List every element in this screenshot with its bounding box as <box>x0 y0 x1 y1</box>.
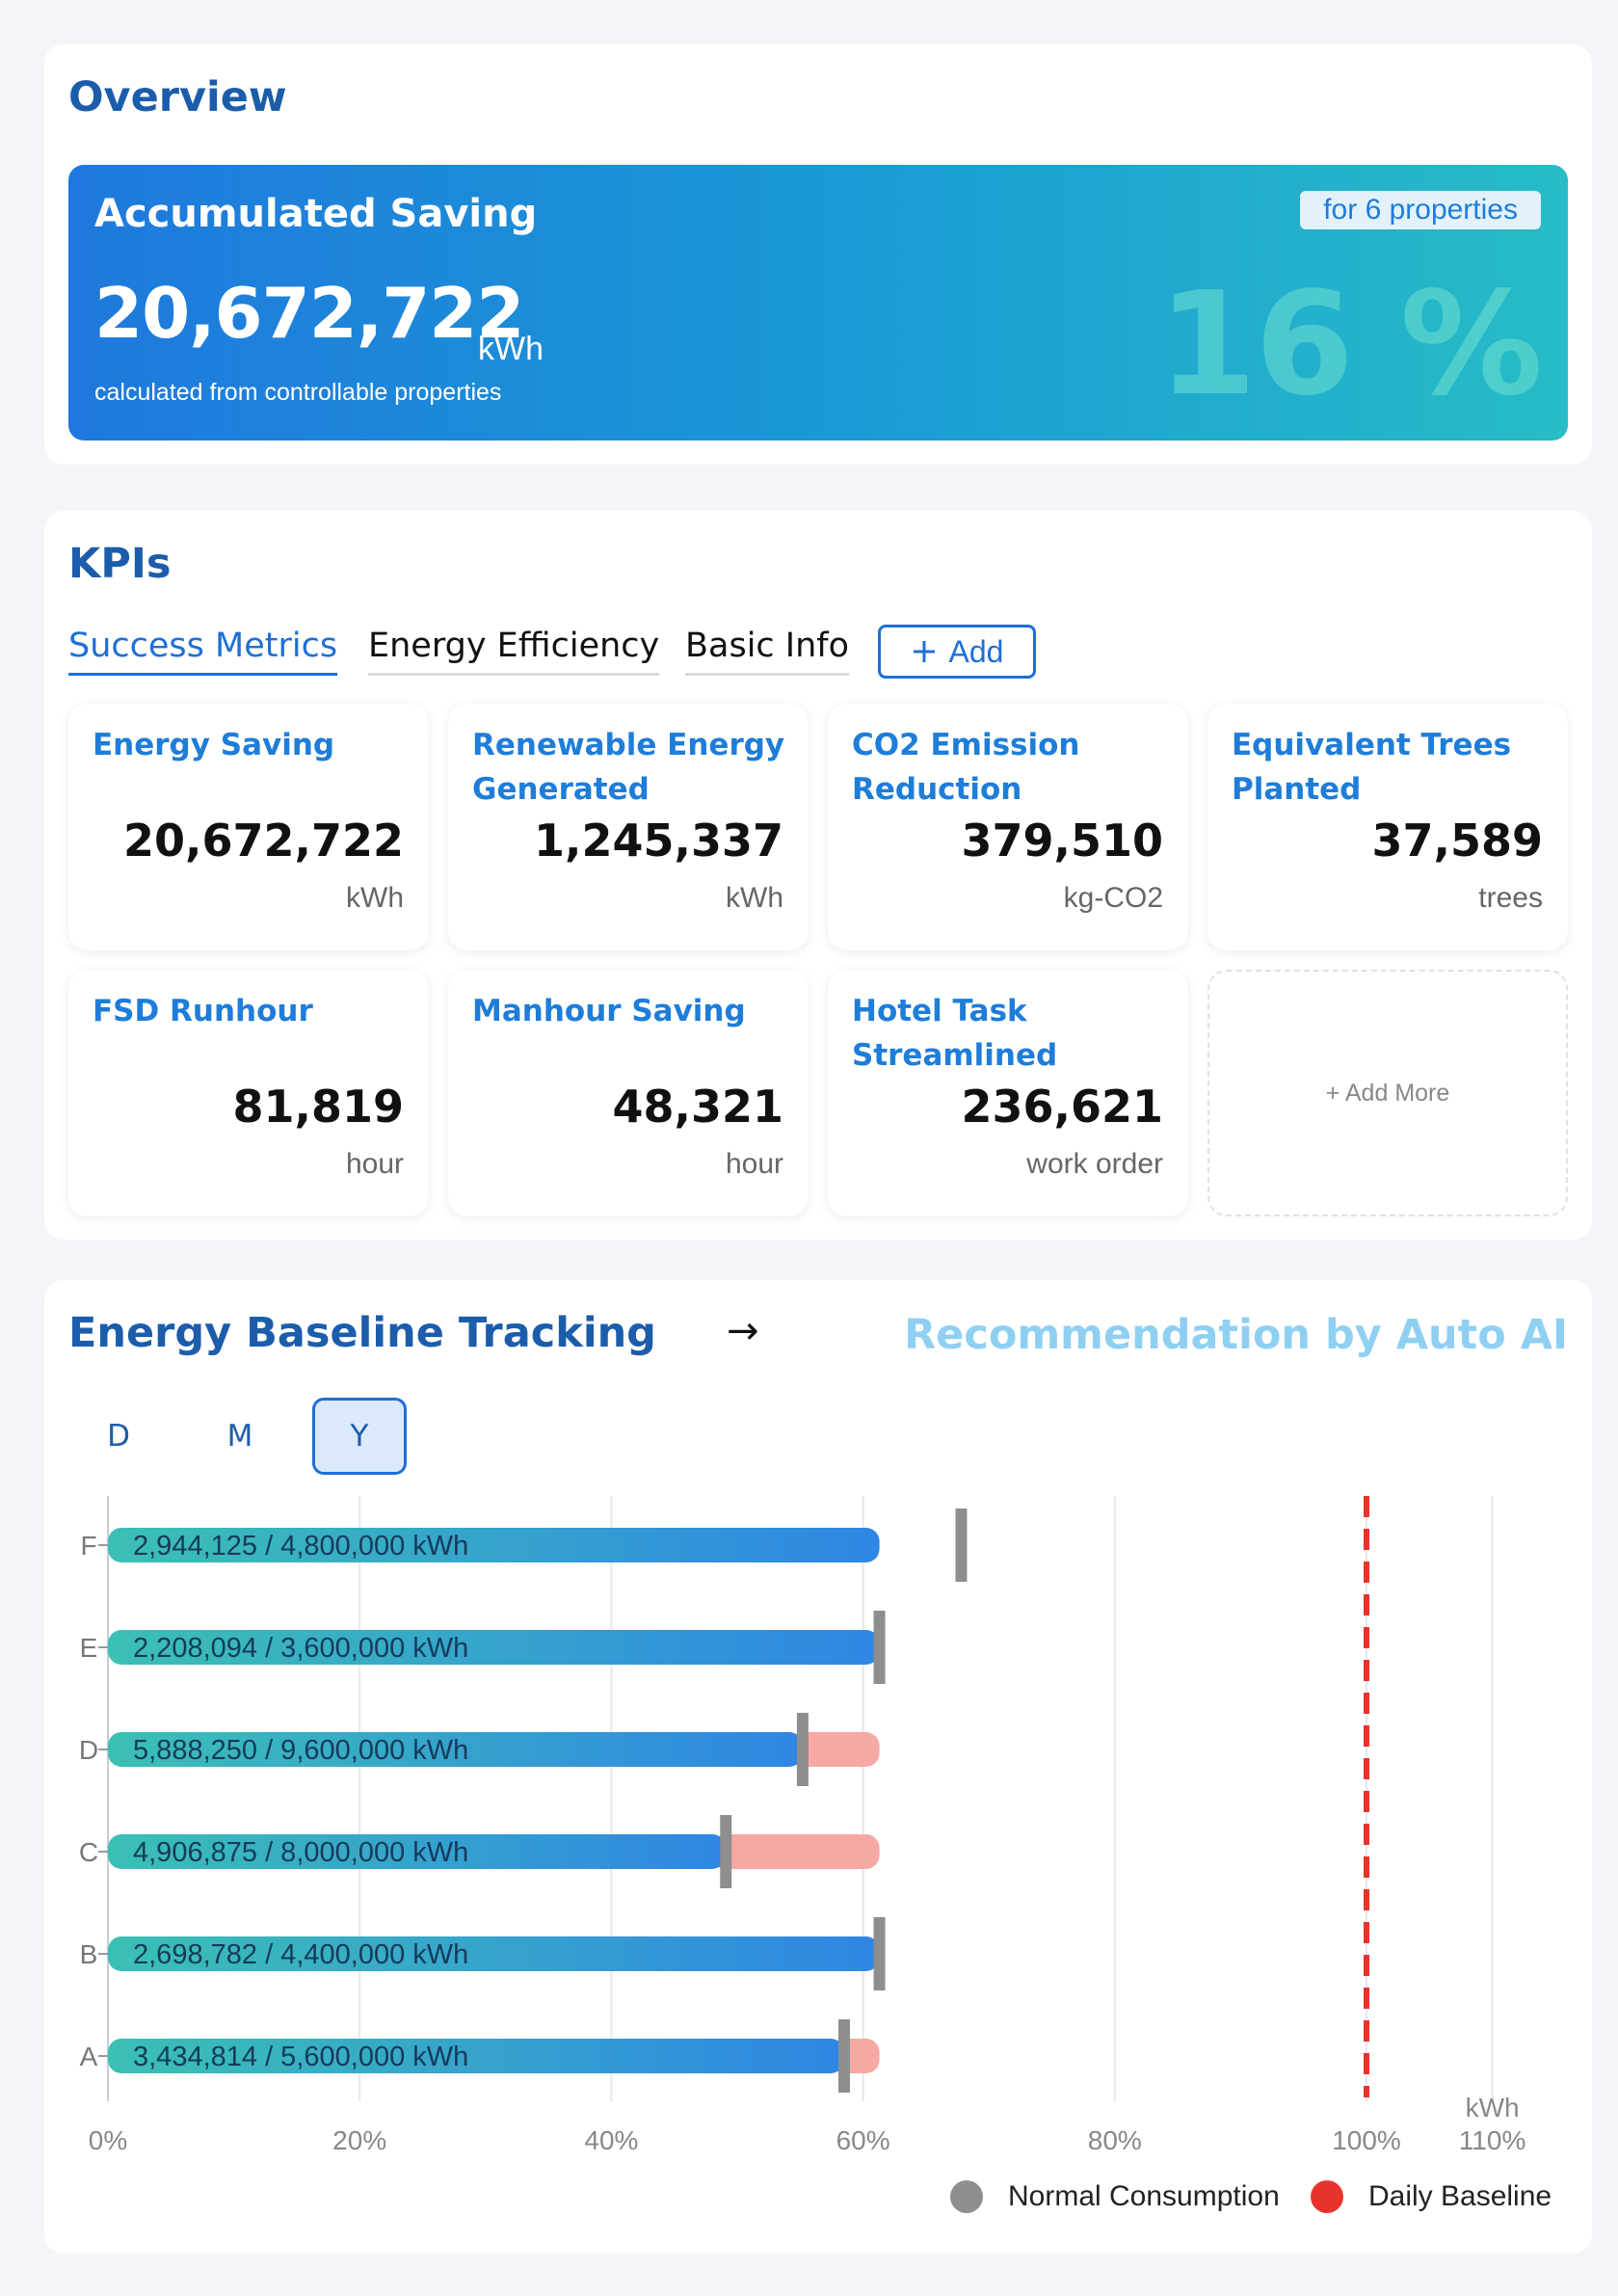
properties-badge: for 6 properties <box>1300 191 1541 229</box>
bar-label: 2,208,094 / 3,600,000 kWh <box>133 1633 468 1664</box>
bar-remainder <box>712 1834 880 1869</box>
bar-consumption <box>108 1936 880 1971</box>
normal-consumption-marker <box>955 1508 968 1582</box>
kpi-unit: kWh <box>346 882 404 914</box>
kpi-unit: kWh <box>726 882 783 914</box>
category-label: B <box>80 1939 98 1969</box>
legend-label: Daily Baseline <box>1368 2180 1552 2212</box>
kpi-value: 379,510 <box>961 814 1163 867</box>
x-tick-label: 0% <box>89 2125 127 2155</box>
tab-energy-efficiency[interactable]: Energy Efficiency <box>368 627 660 676</box>
kpi-value: 37,589 <box>1371 814 1543 867</box>
kpi-label: CO2 Emission Reduction <box>852 728 1080 807</box>
legend-normal-consumption: Normal Consumption <box>950 2180 1280 2213</box>
legend-daily-baseline: Daily Baseline <box>1311 2180 1552 2213</box>
add-tab-label: Add <box>948 633 1004 669</box>
add-tab-button[interactable]: Add <box>878 625 1036 679</box>
banner-title: Accumulated Saving <box>94 192 538 236</box>
banner-subtitle: calculated from controllable properties <box>94 379 502 406</box>
banner-value: 20,672,722 <box>94 273 524 354</box>
kpi-value: 81,819 <box>232 1081 404 1133</box>
x-axis-unit-label: kWh <box>1466 2093 1520 2122</box>
bar-label: 2,944,125 / 4,800,000 kWh <box>133 1531 468 1562</box>
bar-consumption <box>108 2039 845 2073</box>
add-more-label: + Add More <box>1325 1079 1450 1107</box>
kpi-hotel-task[interactable]: Hotel Task Streamlined 236,621 work orde… <box>828 970 1188 1216</box>
kpi-label: Hotel Task Streamlined <box>852 994 1058 1073</box>
saving-percent: 16 % <box>1157 261 1543 427</box>
kpis-card: KPIs Success Metrics Energy Efficiency B… <box>44 511 1592 1240</box>
bar-label: 5,888,250 / 9,600,000 kWh <box>133 1735 468 1766</box>
period-month-button[interactable]: M <box>226 1419 253 1454</box>
category-label: E <box>80 1633 98 1663</box>
normal-consumption-marker <box>838 2019 851 2093</box>
x-tick-label: 110% <box>1459 2125 1526 2155</box>
legend-label: Normal Consumption <box>1008 2180 1280 2212</box>
overview-card: Overview Accumulated Saving 20,672,722 k… <box>44 44 1592 465</box>
kpi-value: 1,245,337 <box>534 814 783 867</box>
category-label: F <box>80 1531 96 1561</box>
arrow-right-icon[interactable]: → <box>727 1309 759 1353</box>
bar-label: 2,698,782 / 4,400,000 kWh <box>133 1939 468 1970</box>
kpi-value: 20,672,722 <box>122 814 404 867</box>
kpi-unit: work order <box>1026 1148 1163 1180</box>
bar-consumption <box>108 1732 803 1767</box>
kpi-unit: kg-CO2 <box>1063 882 1163 914</box>
baseline-title: Energy Baseline Tracking <box>68 1309 656 1357</box>
kpi-unit: hour <box>725 1148 783 1180</box>
bar-consumption <box>108 1630 880 1665</box>
normal-consumption-marker <box>720 1815 732 1888</box>
bar-label: 4,906,875 / 8,000,000 kWh <box>133 1837 468 1868</box>
kpi-renewable-energy[interactable]: Renewable Energy Generated 1,245,337 kWh <box>448 704 809 950</box>
x-tick-label: 20% <box>332 2125 386 2155</box>
bar-label: 3,434,814 / 5,600,000 kWh <box>133 2042 468 2072</box>
kpis-title: KPIs <box>68 540 172 588</box>
category-label: A <box>80 2042 98 2071</box>
kpi-co2-reduction[interactable]: CO2 Emission Reduction 379,510 kg-CO2 <box>828 704 1188 950</box>
kpi-label: FSD Runhour <box>93 994 313 1028</box>
kpi-trees-planted[interactable]: Equivalent Trees Planted 37,589 trees <box>1207 704 1568 950</box>
tab-basic-info[interactable]: Basic Info <box>685 627 850 676</box>
kpi-value: 48,321 <box>612 1081 783 1133</box>
accumulated-saving-banner: Accumulated Saving 20,672,722 kWh calcul… <box>68 165 1568 441</box>
category-label: C <box>79 1837 98 1867</box>
banner-unit: kWh <box>478 331 544 367</box>
period-year-button[interactable]: Y <box>312 1398 407 1475</box>
normal-consumption-marker <box>796 1713 809 1786</box>
kpi-fsd-runhour[interactable]: FSD Runhour 81,819 hour <box>68 970 429 1216</box>
tab-success-metrics[interactable]: Success Metrics <box>68 627 338 676</box>
bar-consumption <box>108 1834 727 1869</box>
normal-consumption-marker <box>873 1917 886 1990</box>
kpi-label: Equivalent Trees Planted <box>1232 728 1512 807</box>
kpi-manhour-saving[interactable]: Manhour Saving 48,321 hour <box>448 970 809 1216</box>
category-label: D <box>79 1735 98 1765</box>
bar-consumption <box>108 1528 880 1562</box>
period-day-button[interactable]: D <box>107 1419 130 1454</box>
bar-remainder <box>788 1732 880 1767</box>
kpi-unit: trees <box>1478 882 1543 914</box>
kpi-energy-saving[interactable]: Energy Saving 20,672,722 kWh <box>68 704 429 950</box>
kpi-label: Renewable Energy Generated <box>472 728 785 807</box>
x-tick-label: 60% <box>836 2125 890 2155</box>
x-tick-label: 100% <box>1332 2125 1401 2155</box>
add-more-kpi-button[interactable]: + Add More <box>1207 970 1568 1216</box>
x-tick-label: 40% <box>584 2125 638 2155</box>
kpi-unit: hour <box>345 1148 404 1180</box>
plus-icon <box>913 641 935 662</box>
overview-title: Overview <box>68 73 287 121</box>
recommendation-link[interactable]: Recommendation by Auto AI <box>904 1311 1568 1359</box>
kpi-label: Energy Saving <box>93 728 335 762</box>
kpi-label: Manhour Saving <box>472 994 746 1028</box>
kpi-value: 236,621 <box>961 1081 1163 1133</box>
legend-dot-normal <box>950 2180 983 2213</box>
normal-consumption-marker <box>873 1611 886 1684</box>
x-tick-label: 80% <box>1088 2125 1142 2155</box>
legend-dot-baseline <box>1311 2180 1343 2213</box>
